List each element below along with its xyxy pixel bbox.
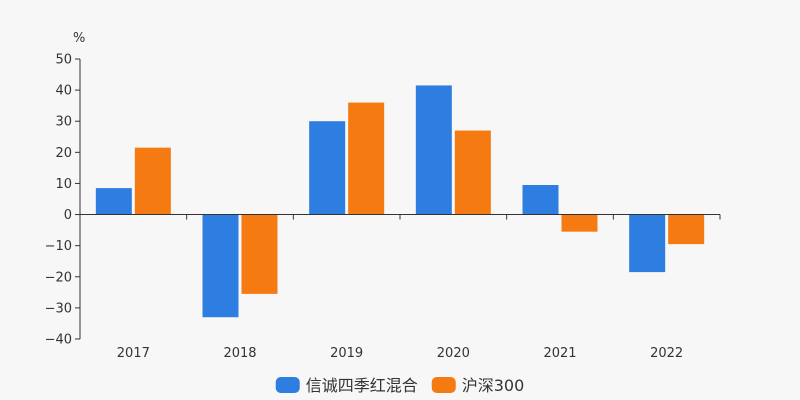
x-tick-label: 2021: [543, 346, 576, 361]
legend-item-index[interactable]: 沪深300: [431, 376, 525, 395]
bar-index-2019[interactable]: [348, 102, 385, 215]
legend-label: 信诚四季红混合: [306, 376, 418, 395]
bar-index-2020[interactable]: [454, 130, 491, 215]
y-tick-label: 10: [55, 177, 72, 192]
bar-index-2017[interactable]: [134, 147, 171, 215]
y-tick-label: −30: [45, 301, 72, 316]
bar-fund-2022[interactable]: [629, 214, 666, 273]
y-axis: 50 40 30 20 10 0 −10 −20 −30 −40: [45, 53, 81, 348]
x-tick-label: 2018: [223, 346, 256, 361]
y-tick-label: 0: [64, 208, 72, 223]
x-tick-label: 2020: [437, 346, 470, 361]
legend-swatch: [275, 377, 300, 393]
y-tick-label: −40: [45, 333, 72, 348]
x-axis: 2017 2018 2019 2020 2021 2022: [79, 214, 721, 361]
y-tick-label: −10: [45, 239, 72, 254]
bar-index-2021[interactable]: [561, 214, 598, 232]
legend-swatch: [431, 377, 456, 393]
y-tick-label: 20: [55, 146, 72, 161]
y-tick-label: 30: [55, 115, 72, 130]
bar-fund-2019[interactable]: [309, 121, 346, 215]
y-tick-label: 50: [55, 53, 72, 68]
x-tick-label: 2022: [650, 346, 683, 361]
y-tick-label: 40: [55, 84, 72, 99]
bar-index-2022[interactable]: [668, 214, 705, 245]
legend-item-fund[interactable]: 信诚四季红混合: [275, 376, 418, 395]
legend-label: 沪深300: [462, 376, 525, 395]
bars: [95, 85, 705, 318]
bar-fund-2018[interactable]: [202, 214, 239, 318]
y-tick-label: −20: [45, 270, 72, 285]
y-axis-unit-label: %: [73, 31, 85, 46]
bar-fund-2021[interactable]: [522, 185, 559, 215]
bar-fund-2020[interactable]: [415, 85, 452, 215]
legend[interactable]: 信诚四季红混合 沪深300: [275, 376, 525, 395]
bar-index-2018[interactable]: [241, 214, 278, 294]
bar-fund-2017[interactable]: [95, 188, 132, 215]
x-tick-label: 2017: [117, 346, 150, 361]
x-tick-label: 2019: [330, 346, 363, 361]
